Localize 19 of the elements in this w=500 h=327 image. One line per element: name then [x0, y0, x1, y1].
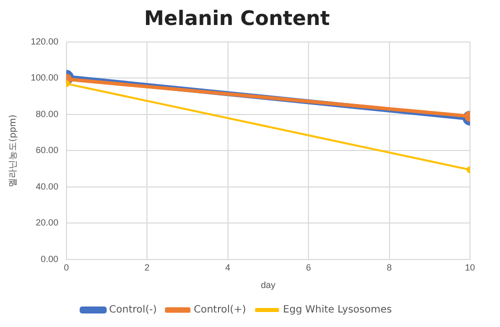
y-axis-title: 멜라닌농도(ppm) [8, 114, 19, 187]
x-tick-label: 8 [386, 262, 392, 272]
chart-title: Melanin Content [144, 6, 330, 30]
y-tick-label: 40.00 [36, 181, 58, 192]
x-tick-label: 2 [144, 262, 150, 272]
y-tick-label: 60.00 [36, 145, 58, 156]
x-axis-title: day [260, 280, 276, 290]
y-tick-label: 80.00 [36, 108, 58, 119]
legend-label: Egg White Lysosomes [283, 304, 392, 316]
y-tick-label: 100.00 [30, 72, 58, 83]
y-tick-label: 0.00 [40, 254, 58, 264]
x-tick-label: 0 [64, 262, 69, 272]
x-tick-label: 4 [225, 262, 230, 272]
y-tick-label: 120.00 [30, 36, 58, 46]
x-tick-label: 10 [464, 262, 476, 272]
legend-label: Control(-) [109, 304, 157, 316]
y-tick-label: 20.00 [36, 218, 58, 228]
legend-label: Control(+) [194, 304, 246, 316]
x-tick-label: 6 [306, 262, 312, 272]
